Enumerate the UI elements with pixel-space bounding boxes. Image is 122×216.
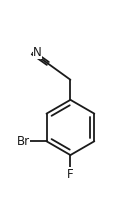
Text: F: F (67, 168, 74, 181)
Text: Br: Br (17, 135, 30, 148)
Text: N: N (33, 46, 41, 59)
